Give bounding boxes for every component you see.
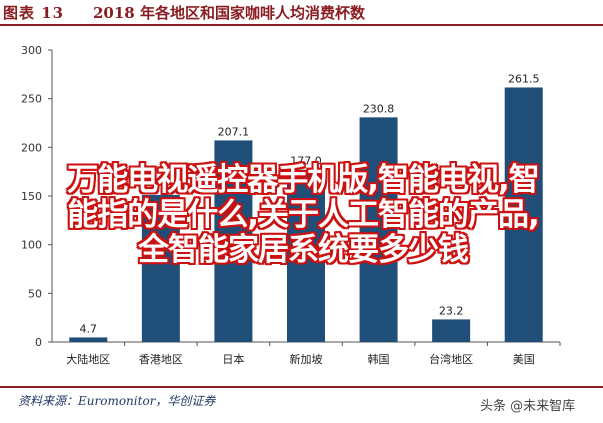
bar xyxy=(287,169,325,342)
x-tick-label: 日本 xyxy=(222,352,244,366)
x-tick-label: 香港地区 xyxy=(139,353,183,366)
x-tick-label: 新加坡 xyxy=(290,352,323,366)
bar xyxy=(359,117,398,342)
x-tick-label: 韩国 xyxy=(368,352,390,366)
y-tick-label: 50 xyxy=(28,287,42,300)
bar xyxy=(214,140,253,342)
y-tick-label: 0 xyxy=(35,336,42,349)
y-tick-label: 300 xyxy=(21,44,42,57)
bar xyxy=(504,87,543,342)
y-tick-label: 100 xyxy=(21,239,42,252)
bar xyxy=(141,195,180,342)
chart-title: 2018 年各地区和国家咖啡人均消费杯数 xyxy=(93,4,365,22)
data-label: 261.5 xyxy=(508,72,540,85)
overlay-line-1: 万能电视遥控器手机版,智能电视,智 xyxy=(67,162,540,198)
source-note: 资料来源：Euromonitor，华创证券 xyxy=(18,394,216,408)
y-tick-label: 200 xyxy=(21,141,42,154)
x-tick-label: 美国 xyxy=(513,353,535,366)
y-tick-label: 250 xyxy=(21,93,42,106)
x-tick-label: 台湾地区 xyxy=(429,352,473,366)
bar xyxy=(69,337,108,342)
x-tick-label: 大陆地区 xyxy=(66,352,110,366)
bar-chart: 0 50 100 150 200 250 300 大陆地区 4.7 香港地区 日本 207.1 新加坡 1… xyxy=(21,44,561,366)
figure-header: 图表 13 2018 年各地区和国家咖啡人均消费杯数 xyxy=(0,0,603,26)
data-label: 230.8 xyxy=(363,102,395,115)
data-label: 207.1 xyxy=(218,125,250,138)
overlay-line-3: 全智能家居系统要多少钱 xyxy=(138,232,469,268)
data-label: 23.2 xyxy=(439,304,464,317)
watermark-label: 头条 @未来智库 xyxy=(476,394,580,415)
data-label: 4.7 xyxy=(80,322,98,335)
data-label: 177.0 xyxy=(290,155,322,168)
overlay-line-2: 能指的是什么,关于人工智能的产品, xyxy=(67,197,540,233)
footer-divider xyxy=(0,386,603,388)
bar xyxy=(432,319,471,342)
overlay-caption: 万能电视遥控器手机版,智能电视,智 能指的是什么,关于人工智能的产品, 全智能家… xyxy=(8,163,598,268)
y-tick-label: 150 xyxy=(21,190,42,203)
figure-label: 图表 13 xyxy=(3,4,65,22)
